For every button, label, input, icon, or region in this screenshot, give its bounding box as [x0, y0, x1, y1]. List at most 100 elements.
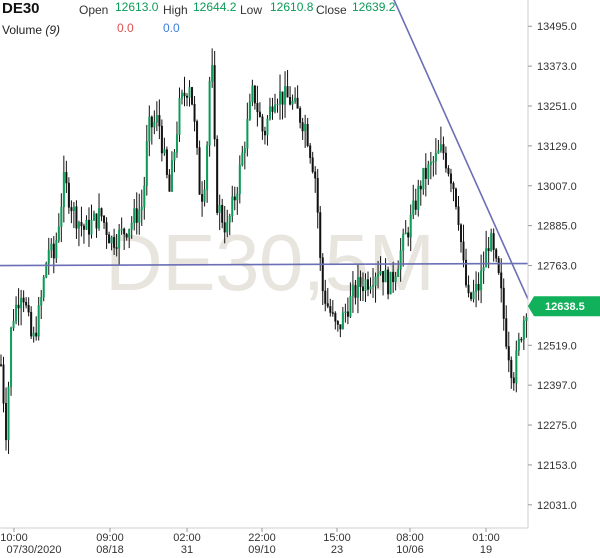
candle-body — [359, 277, 362, 287]
candle-body — [55, 240, 58, 259]
candle-body — [32, 332, 35, 337]
candle-body — [148, 116, 151, 142]
candle-body — [115, 247, 118, 249]
candle-body — [309, 145, 312, 158]
x-tick-date: 07/30/2020 — [6, 544, 61, 556]
y-tick-label: 12153.0 — [537, 460, 577, 472]
candle-body — [336, 321, 339, 325]
candle-body — [387, 269, 390, 295]
candle-body — [324, 290, 327, 304]
candle-body — [442, 144, 445, 154]
candle-body — [143, 185, 146, 208]
candle-body — [268, 106, 271, 120]
candle-body — [326, 303, 329, 307]
candle-body — [331, 312, 334, 314]
candle-body — [349, 295, 352, 317]
y-tick-label: 13129.0 — [537, 141, 577, 153]
candle-body — [238, 164, 241, 195]
candle-body — [341, 312, 344, 330]
candle-body — [153, 121, 156, 128]
candle-body — [5, 403, 8, 441]
candle-body — [133, 208, 136, 224]
candle-body — [52, 243, 55, 259]
candle-body — [432, 161, 435, 163]
x-tick-time: 08:00 — [396, 532, 424, 544]
volume-period: (9) — [45, 23, 61, 37]
candle-body — [218, 205, 221, 213]
candle-body — [289, 96, 292, 105]
symbol-label: DE30 — [2, 0, 40, 17]
trend-line[interactable] — [393, 0, 529, 300]
x-tick-date: 08/18 — [96, 544, 124, 556]
candle-body — [87, 219, 90, 235]
y-tick-label: 12763.0 — [537, 261, 577, 273]
horizontal-line[interactable] — [0, 262, 529, 267]
candle-body — [25, 302, 28, 306]
candle-body — [512, 377, 515, 384]
candle-body — [226, 222, 229, 233]
candle-body — [213, 65, 216, 140]
candle-body — [475, 283, 478, 292]
candle-body — [517, 338, 520, 351]
candle-body — [447, 167, 450, 174]
close-value: 12639.2 — [352, 0, 396, 14]
candle-body — [273, 104, 276, 112]
candle-body — [462, 241, 465, 261]
candle-body — [263, 130, 266, 136]
candle-body — [364, 279, 367, 291]
candle-body — [113, 237, 116, 248]
candle-body — [422, 167, 425, 190]
candle-body — [251, 85, 254, 102]
candle-body — [444, 152, 447, 169]
candle-body — [397, 269, 400, 277]
candle-body — [62, 172, 65, 208]
candle-body — [193, 104, 196, 122]
candle-body — [188, 87, 191, 98]
open-value: 12613.0 — [115, 0, 159, 14]
drawn-lines[interactable] — [0, 0, 529, 300]
candle-body — [135, 208, 138, 223]
x-tick-date: 23 — [331, 544, 343, 556]
candle-body — [30, 311, 33, 337]
candle-body — [465, 259, 468, 286]
candle-body — [437, 150, 440, 154]
x-tick-time: 01:00 — [472, 532, 500, 544]
candle-body — [90, 220, 93, 235]
candle-body — [460, 224, 463, 243]
candle-body — [404, 232, 407, 235]
candle-body — [95, 213, 98, 229]
candle-body — [311, 157, 314, 172]
candle-body — [261, 116, 264, 132]
candle-body — [374, 276, 377, 286]
watermark: DE30,5M — [105, 218, 435, 307]
candle-body — [299, 108, 302, 123]
candle-body — [439, 144, 442, 151]
candle-body — [248, 101, 251, 120]
candle-body — [399, 250, 402, 270]
candle-body — [361, 286, 364, 291]
candle-body — [72, 206, 75, 212]
candle-body — [246, 119, 249, 149]
candle-body — [477, 283, 480, 291]
candle-body — [382, 271, 385, 283]
candle-body — [130, 222, 133, 230]
candle-body — [490, 233, 493, 251]
candle-body — [45, 263, 48, 278]
x-tick-time: 15:00 — [323, 532, 351, 544]
candle-body — [414, 200, 417, 210]
volume-label: Volume (9) — [2, 23, 60, 37]
candle-body — [163, 149, 166, 154]
candle-body — [50, 243, 53, 251]
candle-body — [105, 222, 108, 235]
candle-body — [356, 277, 359, 298]
candle-body — [329, 306, 332, 313]
candle-body — [454, 188, 457, 207]
candle-body — [284, 86, 287, 105]
y-tick-label: 12397.0 — [537, 380, 577, 392]
candle-body — [170, 160, 173, 192]
candle-body — [243, 148, 246, 153]
candle-body — [520, 338, 523, 341]
x-tick-date: 09/10 — [248, 544, 276, 556]
candle-body — [12, 320, 15, 329]
